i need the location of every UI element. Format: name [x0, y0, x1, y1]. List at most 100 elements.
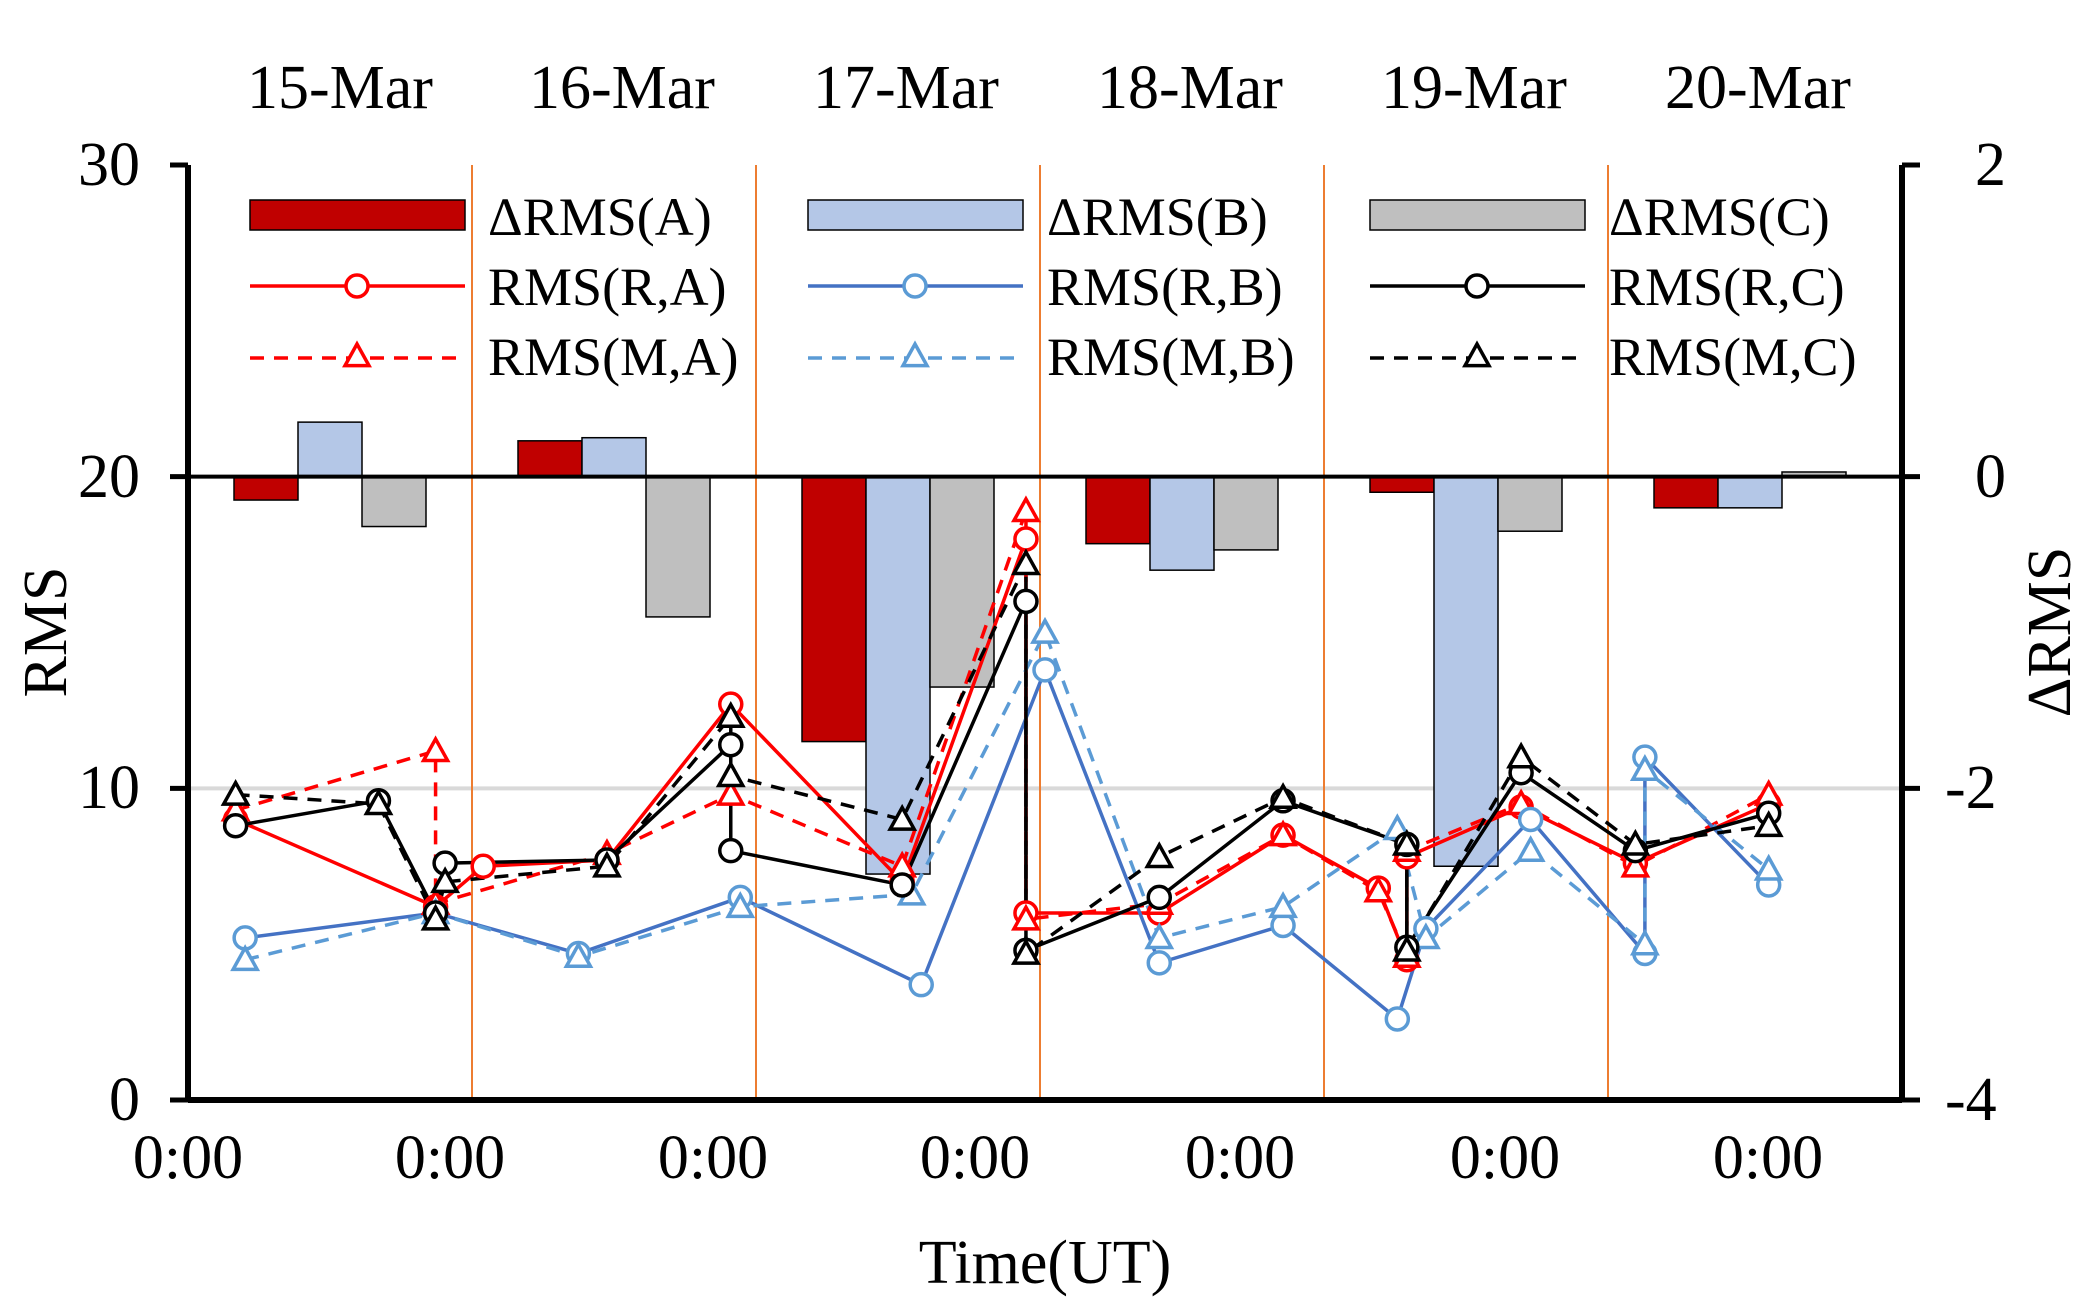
left-tick-label: 10: [78, 754, 140, 822]
series-point-rmsmb: [1268, 891, 1299, 919]
legend-label: RMS(R,C): [1609, 257, 1845, 317]
delta-rms-a-bar: [1653, 475, 1719, 509]
x-axis-labels: 0:00 0:00 0:00 0:00 0:00 0:00 0:00: [133, 1124, 1823, 1192]
series-point-rmsmc: [1620, 828, 1651, 856]
date-label: 18-Mar: [1097, 54, 1283, 122]
x-tick-label: 0:00: [658, 1124, 768, 1192]
series-point-rmsrc: [1013, 588, 1039, 615]
date-labels: 15-Mar 16-Mar 17-Mar 18-Mar 19-Mar 20-Ma…: [247, 54, 1851, 122]
bar-layer: [233, 421, 1847, 875]
series-point-rmsmc: [1391, 828, 1422, 856]
date-label: 15-Mar: [247, 54, 433, 122]
series-point-rmsrc: [1146, 884, 1173, 911]
series-point-rmsma: [1010, 495, 1041, 523]
series-point-rmsrb: [1032, 657, 1058, 683]
series-point-rmsrc: [718, 837, 744, 864]
series-point-rmsmb: [1410, 922, 1441, 950]
x-tick-label: 0:00: [1185, 1124, 1295, 1192]
delta-rms-a-bar: [1085, 475, 1151, 545]
series-line-rmsrb: [244, 668, 1770, 1021]
right-tick-label: -4: [1945, 1066, 1997, 1134]
series-point-rmsmc: [1010, 937, 1041, 965]
legend-label: ΔRMS(C): [1609, 187, 1830, 247]
right-axis-title: ΔRMS: [2016, 547, 2084, 718]
legend-label: ΔRMS(B): [1047, 187, 1268, 247]
series-point-rmsmb: [563, 941, 594, 968]
x-tick-label: 0:00: [1713, 1124, 1823, 1192]
series-point-rmsmb: [1144, 922, 1175, 950]
series-line-rmsmb: [244, 630, 1770, 962]
right-tick-label: 0: [1975, 443, 2006, 511]
series-point-rmsma: [1010, 903, 1041, 931]
legend-triangle-marker: [900, 340, 930, 368]
x-tick-label: 0:00: [920, 1124, 1030, 1192]
left-tick-label: 0: [109, 1066, 140, 1134]
series-point-rmsmb: [1629, 928, 1660, 956]
series-point-rmsmc: [1144, 841, 1175, 869]
legend-circle-marker: [902, 273, 928, 299]
right-tick-label: 2: [1975, 131, 2006, 199]
delta-rms-a-bar: [233, 475, 299, 501]
delta-rms-b-bar: [297, 421, 363, 478]
legend-label: RMS(R,B): [1047, 257, 1283, 317]
legend-symbols: [249, 199, 1586, 368]
delta-rms-c-bar: [1497, 475, 1563, 532]
series-point-rmsmb: [1030, 616, 1060, 644]
series-point-rmsrb: [1517, 806, 1544, 833]
left-tick-label: 20: [78, 443, 140, 511]
marker-layer: [220, 495, 1784, 1032]
frame-layer: [185, 165, 1905, 1103]
series-point-rmsmc: [715, 760, 746, 788]
tick-layer: [170, 162, 1920, 1103]
legend-bar-swatch: [249, 199, 466, 231]
date-label: 16-Mar: [529, 54, 715, 122]
series-point-rmsmc: [592, 850, 622, 878]
delta-rms-c-bar: [361, 475, 427, 528]
legend-triangle-marker: [342, 340, 372, 368]
date-label: 17-Mar: [813, 54, 999, 122]
legend-label: RMS(M,A): [488, 327, 739, 387]
x-axis-title: Time(UT): [919, 1229, 1172, 1297]
series-point-rmsrc: [889, 872, 915, 898]
delta-rms-b-bar: [1717, 475, 1783, 509]
delta-rms-c-bar: [1213, 475, 1279, 551]
legend-label: RMS(R,A): [488, 257, 727, 317]
left-axis-labels: 0 10 20 30: [78, 131, 140, 1134]
series-point-rmsmc: [220, 778, 251, 806]
series-point-rmsma: [1268, 819, 1299, 847]
delta-rms-a-bar: [1369, 475, 1435, 493]
series-point-rmsmc: [1391, 934, 1422, 962]
series-point-rmsmc: [1506, 741, 1537, 769]
series-point-rmsmb: [725, 891, 756, 919]
series-point-rmsmb: [1753, 853, 1784, 881]
right-axis-labels: -4 -2 0 2: [1945, 131, 2006, 1134]
legend-bar-swatch: [807, 199, 1024, 231]
series-point-rmsrb: [1146, 950, 1173, 976]
series-point-rmsmc: [363, 788, 394, 816]
legend-bar-swatch: [1369, 199, 1586, 231]
series-point-rmsra: [1013, 526, 1039, 552]
series-point-rmsma: [1620, 850, 1651, 878]
series-point-rmsrb: [1384, 1006, 1411, 1032]
series-point-rmsmb: [1515, 835, 1546, 863]
series-point-rmsmc: [1268, 782, 1299, 810]
right-tick-label: -2: [1945, 754, 1997, 822]
legend-circle-marker: [344, 273, 370, 299]
series-point-rmsrc: [718, 731, 744, 758]
series-point-rmsmb: [230, 944, 261, 972]
date-label: 19-Mar: [1381, 54, 1567, 122]
legend-circle-marker: [1464, 273, 1490, 299]
legend-label: ΔRMS(A): [488, 187, 712, 247]
series-point-rmsma: [420, 735, 451, 763]
series-point-rmsma: [1363, 875, 1394, 903]
legend-triangle-marker: [1462, 340, 1492, 368]
x-tick-label: 0:00: [395, 1124, 505, 1192]
x-tick-label: 0:00: [1450, 1124, 1560, 1192]
x-tick-label: 0:00: [133, 1124, 243, 1192]
series-point-rmsmc: [420, 903, 451, 931]
series-point-rmsmc: [430, 866, 461, 894]
delta-rms-b-bar: [1433, 475, 1499, 867]
series-line-rmsma: [235, 509, 1770, 959]
series-point-rmsmc: [715, 701, 746, 728]
